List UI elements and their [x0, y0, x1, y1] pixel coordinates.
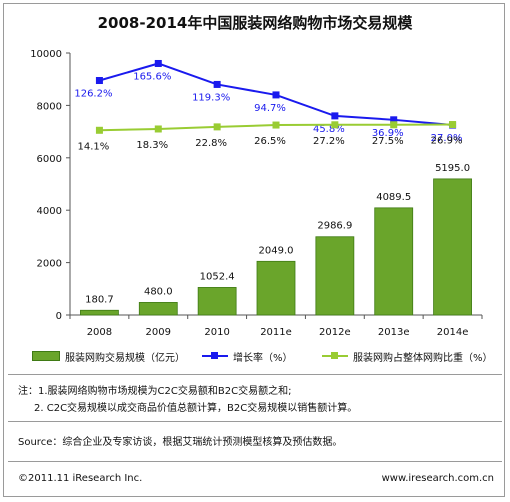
legend-swatch-growth: [202, 352, 228, 360]
growth-label: 94.7%: [254, 103, 286, 114]
divider-top: [8, 374, 502, 375]
share-point: [154, 125, 162, 133]
bar: [80, 309, 119, 316]
chart-title: 2008-2014年中国服装网络购物市场交易规模: [97, 14, 413, 32]
chart-frame: [3, 3, 505, 497]
bar-value-label: 480.0: [144, 286, 173, 297]
legend-swatch-share: [322, 352, 348, 360]
bar-value-label: 180.7: [85, 294, 114, 305]
x-tick-label: 2009: [146, 327, 171, 338]
share-point: [449, 121, 457, 129]
bar: [374, 207, 414, 316]
divider-bottom: [8, 461, 502, 462]
growth-label: 27.0%: [431, 133, 463, 144]
bar: [197, 287, 237, 316]
y-tick-label: 2000: [37, 259, 62, 270]
share-point: [390, 121, 398, 129]
growth-point: [331, 112, 339, 120]
y-tick-label: 4000: [37, 206, 62, 217]
bar-value-label: 2986.9: [317, 221, 352, 232]
share-label: 26.5%: [254, 136, 286, 147]
legend-item-growth: 增长率（%）: [202, 346, 293, 366]
legend-swatch-bar: [32, 351, 60, 361]
x-tick-label: 2011e: [260, 327, 292, 338]
copyright-text: ©2011.11 iResearch Inc.: [18, 473, 143, 484]
share-label: 27.5%: [372, 136, 404, 147]
legend-label-volume: 服装网购交易规模（亿元）: [65, 352, 185, 364]
growth-point: [95, 77, 103, 85]
growth-point: [154, 59, 162, 67]
x-tick-label: 2010: [204, 327, 229, 338]
x-tick-label: 2012e: [319, 327, 351, 338]
share-point: [213, 123, 221, 131]
chart-plot: 0 2000 4000 6000 8000 10000 2008 2009 2010 2011e 2…: [30, 49, 483, 338]
bar: [433, 178, 472, 316]
x-tick-label: 2008: [87, 327, 112, 338]
growth-point: [390, 116, 398, 124]
bar-value-label: 2049.0: [259, 245, 294, 256]
growth-point: [272, 91, 280, 99]
share-label: 18.3%: [136, 140, 168, 151]
website-text: www.iresearch.com.cn: [381, 473, 494, 484]
bar-value-label: 1052.4: [200, 271, 235, 282]
share-point: [272, 121, 280, 129]
bar: [256, 260, 296, 316]
bar: [138, 302, 178, 316]
share-label: 22.8%: [195, 138, 227, 149]
x-tick-label: 2013e: [378, 327, 410, 338]
bar-value-label: 5195.0: [435, 163, 470, 174]
share-point: [95, 126, 103, 134]
legend-item-share: 服装网购占整体网购比重（%）: [322, 346, 493, 366]
note-line-2: 2. C2C交易规模以成交商品价值总额计算，B2C交易规模以销售额计算。: [34, 403, 358, 414]
growth-label: 165.6%: [133, 71, 171, 82]
y-tick-label: 10000: [30, 49, 62, 60]
legend-item-volume: 服装网购交易规模（亿元）: [32, 346, 185, 366]
divider-middle: [8, 421, 502, 422]
share-label: 27.2%: [313, 136, 345, 147]
source-text: Source：综合企业及专家访谈，根据艾瑞统计预测模型核算及预估数据。: [18, 437, 343, 448]
growth-label: 36.9%: [372, 128, 404, 139]
note-line-1: 注：1.服装网络购物市场规模为C2C交易额和B2C交易额之和;: [18, 386, 292, 397]
growth-label: 126.2%: [74, 89, 112, 100]
legend-label-share: 服装网购占整体网购比重（%）: [353, 352, 493, 364]
share-label: 14.1%: [78, 141, 110, 152]
share-point: [331, 121, 339, 129]
x-tick-label: 2014e: [437, 327, 469, 338]
legend: 服装网购交易规模（亿元） 增长率（%） 服装网购占整体网购比重（%）: [22, 346, 502, 366]
y-tick-label: 0: [56, 311, 62, 322]
bar: [315, 236, 355, 316]
legend-label-growth: 增长率（%）: [233, 352, 293, 364]
growth-label: 45.8%: [313, 124, 345, 135]
y-tick-label: 8000: [37, 101, 62, 112]
bar-value-label: 4089.5: [376, 192, 411, 203]
growth-point: [213, 80, 221, 88]
growth-label: 119.3%: [192, 92, 230, 103]
share-label: 26.9%: [431, 136, 463, 147]
y-tick-label: 6000: [37, 154, 62, 165]
